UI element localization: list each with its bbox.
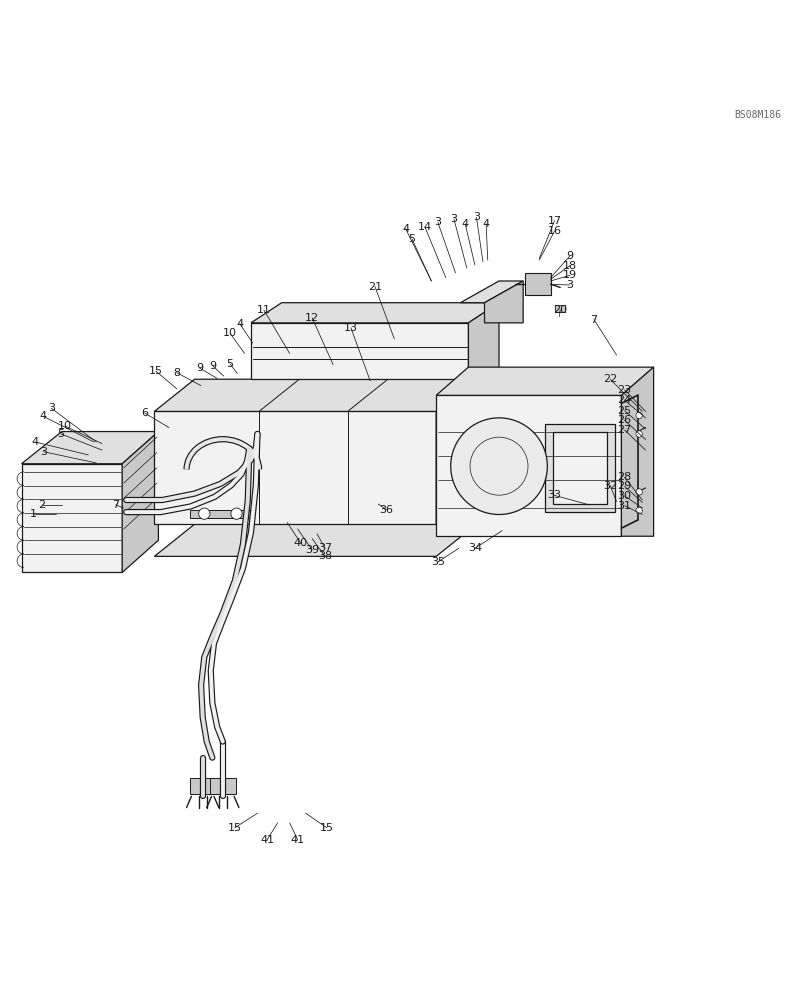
- Text: 1: 1: [30, 509, 37, 519]
- Polygon shape: [210, 778, 236, 794]
- Text: 19: 19: [563, 270, 577, 280]
- Text: 7: 7: [112, 500, 120, 510]
- Text: 7: 7: [591, 315, 598, 325]
- Text: 9: 9: [566, 251, 574, 261]
- Text: 17: 17: [548, 216, 562, 226]
- Polygon shape: [122, 432, 158, 572]
- Text: 4: 4: [402, 224, 409, 234]
- Polygon shape: [190, 510, 251, 518]
- Text: 3: 3: [450, 214, 457, 224]
- Text: 13: 13: [344, 323, 358, 333]
- Circle shape: [636, 412, 642, 419]
- Polygon shape: [251, 323, 469, 379]
- Text: 15: 15: [228, 823, 242, 833]
- Text: 4: 4: [461, 219, 469, 229]
- Text: 18: 18: [563, 261, 577, 271]
- Circle shape: [451, 418, 547, 514]
- Text: 39: 39: [305, 545, 319, 555]
- Text: 28: 28: [617, 472, 632, 482]
- Text: 33: 33: [547, 490, 561, 500]
- Text: 27: 27: [617, 425, 632, 435]
- Text: 4: 4: [32, 437, 39, 447]
- Text: 4: 4: [236, 319, 243, 329]
- Text: 8: 8: [174, 368, 180, 378]
- Polygon shape: [555, 305, 565, 312]
- Polygon shape: [469, 303, 499, 379]
- Polygon shape: [22, 464, 122, 572]
- Polygon shape: [251, 303, 499, 323]
- Text: 30: 30: [617, 491, 632, 501]
- Text: 3: 3: [435, 217, 441, 227]
- Text: 3: 3: [48, 403, 55, 413]
- Text: 10: 10: [58, 421, 72, 431]
- Text: 34: 34: [468, 543, 482, 553]
- Polygon shape: [436, 395, 621, 536]
- Polygon shape: [461, 281, 523, 303]
- Text: 11: 11: [257, 305, 271, 315]
- Polygon shape: [154, 524, 477, 556]
- Text: 6: 6: [141, 408, 148, 418]
- Text: 38: 38: [318, 551, 332, 561]
- Text: 5: 5: [57, 429, 65, 439]
- Circle shape: [636, 489, 642, 495]
- Text: 25: 25: [617, 406, 632, 416]
- Polygon shape: [154, 379, 477, 411]
- Text: 4: 4: [482, 219, 490, 229]
- Text: 40: 40: [294, 538, 308, 548]
- Polygon shape: [190, 778, 216, 794]
- Text: 3: 3: [566, 280, 574, 290]
- Text: 29: 29: [617, 481, 632, 491]
- Text: 24: 24: [617, 395, 632, 405]
- Text: 35: 35: [431, 557, 445, 567]
- Text: 22: 22: [603, 374, 617, 384]
- Polygon shape: [524, 273, 550, 295]
- Polygon shape: [553, 432, 607, 504]
- Text: 10: 10: [223, 328, 237, 338]
- Text: 26: 26: [617, 415, 632, 425]
- Circle shape: [636, 431, 642, 437]
- Text: 15: 15: [149, 366, 163, 376]
- Text: 3: 3: [473, 212, 480, 222]
- Text: 31: 31: [617, 501, 632, 511]
- Text: 4: 4: [40, 411, 47, 421]
- Text: 9: 9: [208, 361, 216, 371]
- Text: 21: 21: [368, 282, 382, 292]
- Text: 37: 37: [318, 543, 332, 553]
- Polygon shape: [485, 281, 523, 323]
- Text: 20: 20: [553, 305, 567, 315]
- Circle shape: [636, 507, 642, 514]
- Text: 23: 23: [617, 385, 632, 395]
- Text: 16: 16: [548, 226, 562, 236]
- Text: 2: 2: [38, 500, 45, 510]
- Polygon shape: [621, 367, 654, 536]
- Polygon shape: [154, 411, 436, 524]
- Circle shape: [231, 508, 242, 519]
- Text: 12: 12: [305, 313, 319, 323]
- Text: 15: 15: [320, 823, 334, 833]
- Polygon shape: [436, 379, 477, 524]
- Polygon shape: [545, 424, 615, 512]
- Text: 5: 5: [409, 234, 415, 244]
- Text: 41: 41: [260, 835, 274, 845]
- Text: 32: 32: [603, 481, 617, 491]
- Text: 36: 36: [379, 505, 393, 515]
- Circle shape: [199, 508, 210, 519]
- Polygon shape: [22, 432, 158, 464]
- Text: 5: 5: [226, 359, 234, 369]
- Text: 14: 14: [418, 222, 432, 232]
- Text: BS08M186: BS08M186: [734, 110, 781, 120]
- Polygon shape: [436, 367, 654, 395]
- Text: 41: 41: [291, 835, 305, 845]
- Text: 3: 3: [40, 447, 47, 457]
- Text: 9: 9: [196, 363, 203, 373]
